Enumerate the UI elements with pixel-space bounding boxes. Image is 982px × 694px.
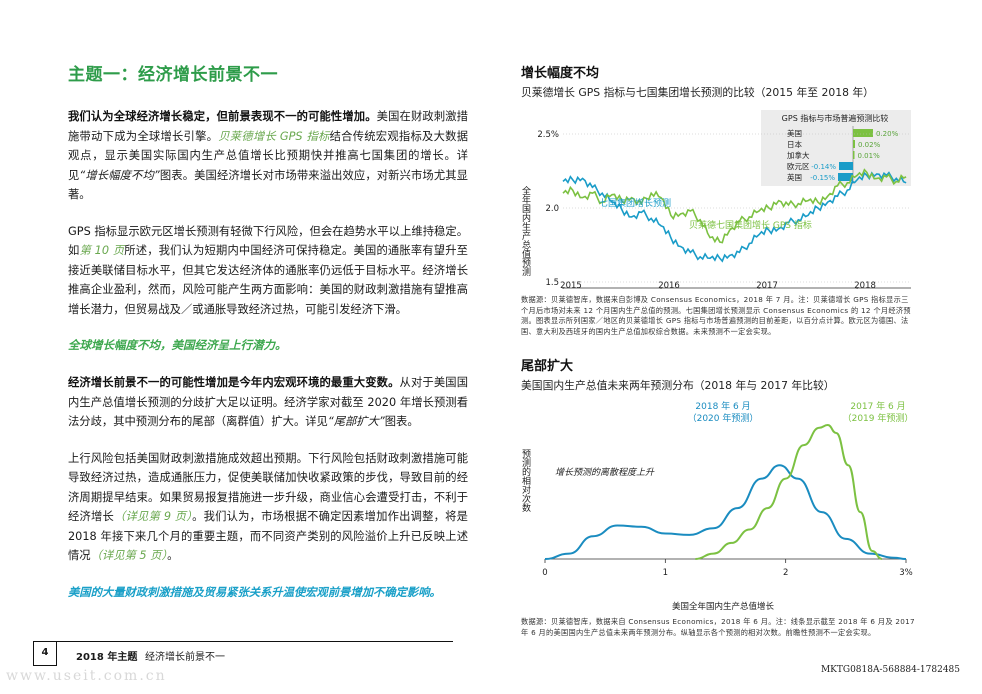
chart1-series-line [562,171,907,263]
chart2-ylabel: 预测的相对次数 [521,449,531,513]
page-10-link[interactable]: 第 10 页 [79,244,125,257]
chart1-series [562,168,907,263]
chart2-series-line [544,464,907,560]
chart1-ytick: 1.5 [545,278,559,288]
paragraph-3-lead: 经济增长前景不一的可能性增加是今年内宏观环境的最重大变数。 [68,376,400,389]
gps-indicator-label: 贝莱德七国集团增长 GPS 指标 [689,219,812,231]
g7-forecast-label: 七国集团增长预测 [599,197,671,209]
chart2-xtick-label: 3% [899,568,913,578]
inset-bar [853,151,855,159]
chart-reference: “尾部扩大” [327,415,385,428]
chart2-series-line [695,423,883,560]
chart1-xtick-label: 2018 [854,281,876,289]
chart1-series-line [562,168,907,244]
page-number: 4 [33,642,57,666]
distribution-chart: 预测的相对次数 0 1 2 3% 增长预测的离散程度上升 2018 年 6 月 （20… [521,400,914,612]
document-id: MKTG0818A-568884-1782485 [820,665,960,675]
series-2017-label-line2: （2019 年预测） [843,412,914,424]
chart2-xtick-label: 2 [783,568,788,578]
series-2018-label-line1: 2018 年 6 月 [695,400,750,412]
callout-uncertainty: 美国的大量财政刺激措施及贸易紧张关系升温使宏观前景增加不确定影响。 [68,585,441,599]
chart1-subtitle: 贝莱德增长 GPS 指标与七国集团增长预测的比较（2015 年至 2018 年） [521,86,874,99]
chart2-xlabel: 美国全年国内生产总值增长 [672,601,775,612]
watermark: www.useit.com.cn [6,668,167,684]
paragraph-2: GPS 指标显示欧元区增长预测有轻微下行风险，但会在趋势水平以上维持稳定。如第 … [68,224,468,316]
gps-indicator-link[interactable]: 贝莱德增长 GPS 指标 [218,129,330,143]
inset-value: -0.14% [811,163,836,171]
paragraph-1: 我们认为全球经济增长稳定，但前景表现不一的可能性增加。美国在财政刺激措施带动下成… [68,110,468,201]
main-column: 主题一：经济增长前景不一 我们认为全球经济增长稳定，但前景表现不一的可能性增加。… [68,60,468,602]
inset-label: 日本 [787,139,802,149]
paragraph-3: 经济增长前景不一的可能性增加是今年内宏观环境的最重大变数。从对于美国国内生产总值… [68,376,468,428]
inset-label: 加拿大 [787,150,810,160]
chart2-series [544,423,907,560]
page-9-link[interactable]: （详见第 9 页） [114,510,193,523]
page-5-link[interactable]: （详见第 5 页） [90,549,168,562]
chart1-xtick-label: 2016 [658,281,680,289]
chart2-axis: 0 1 2 3% [542,558,913,578]
page-footer: 4 2018 年主题 经济增长前景不一 [33,641,453,667]
inset-value: 0.01% [858,152,881,160]
inset-label: 英国 [787,172,802,182]
inset-value: -0.15% [810,174,835,182]
chart2-subtitle: 美国国内生产总值未来两年预测分布（2018 年与 2017 年比较） [521,379,835,392]
inset-value: 0.02% [858,141,881,149]
chart1-source: 数据源：贝莱德智库，数据来自彭博及 Consensus Economics，20… [521,295,911,336]
footer-subtitle: 经济增长前景不一 [145,652,225,663]
chart1-xtick-label: 2015 [560,281,582,289]
chart1-ytick: 2.5% [537,130,559,140]
paragraph-4: 上行风险包括美国财政刺激措施成效超出预期。下行风险包括财政刺激措施可能导致经济过… [68,451,468,563]
callout-growth: 全球增长幅度不均，美国经济呈上行潜力。 [68,338,287,352]
section-title: 主题一：经济增长前景不一 [68,65,278,85]
chart2-xtick-label: 1 [663,568,668,578]
inset-background [761,110,911,186]
inset-bar [839,162,853,170]
chart2-source: 数据源：贝莱德智库，数据来自 Consensus Economics，2018 … [521,617,915,637]
chart1-ylabel: 全年国内生产总值预测 [521,185,531,277]
chart1-ytick: 2.0 [545,204,559,214]
chart-reference: “增长幅度不均” [79,168,160,182]
growth-chart: 全年国内生产总值预测 GPS 指标与市场普遍预测比较 美国 0.20%日本 0.02… [521,110,911,289]
inset-bar [853,140,855,148]
paragraph-1-lead: 我们认为全球经济增长稳定，但前景表现不一的可能性增加。 [68,110,377,123]
inset-bar [838,173,853,181]
chart2-xtick-label: 0 [542,568,547,578]
chart1-xtick-label: 2017 [756,281,778,289]
inset-label: 欧元区 [787,161,810,171]
inset-title: GPS 指标与市场普遍预测比较 [782,113,889,123]
inset-label: 美国 [787,128,802,138]
series-2018-label-line2: （2020 年预测） [688,412,759,424]
footer-title: 2018 年主题 [76,652,138,663]
dispersion-annotation: 增长预测的离散程度上升 [555,467,655,478]
chart2-title: 尾部扩大 [521,359,574,374]
series-2017-label-line1: 2017 年 6 月 [850,400,905,412]
chart-column: 增长幅度不均 贝莱德增长 GPS 指标与七国集团增长预测的比较（2015 年至 … [521,62,916,638]
chart1-title: 增长幅度不均 [521,66,600,81]
inset-bar [853,129,873,137]
